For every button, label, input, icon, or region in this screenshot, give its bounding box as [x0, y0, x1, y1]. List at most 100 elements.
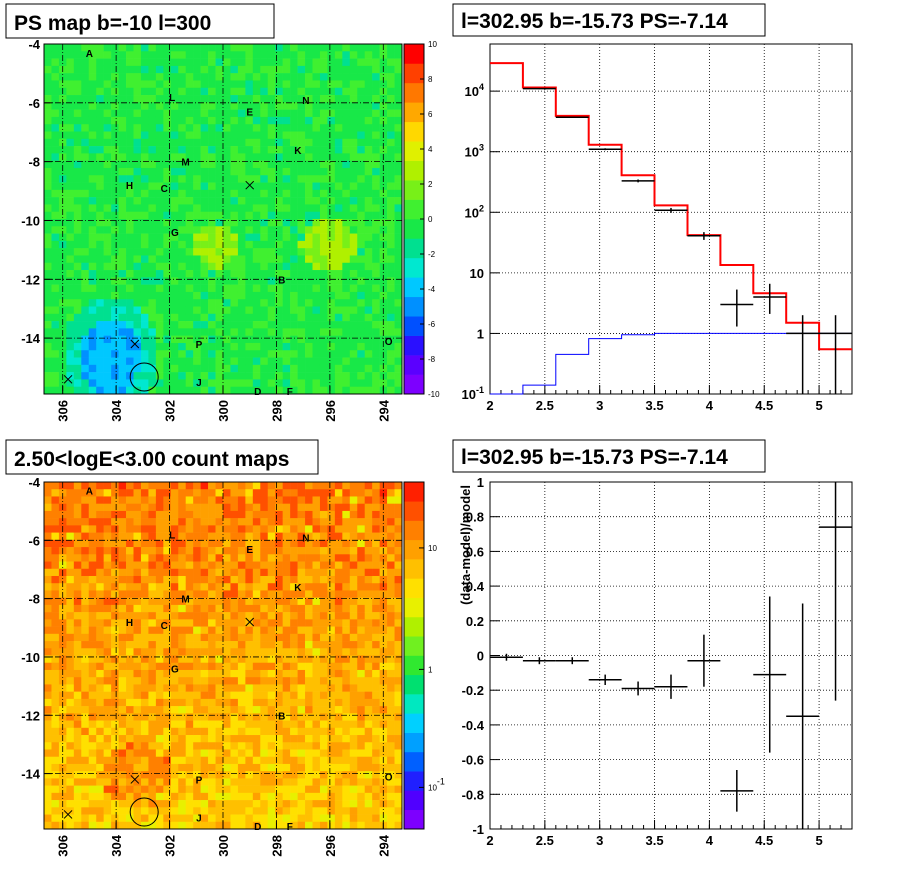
chart-title-box [452, 439, 766, 473]
heatmap-cell [260, 386, 269, 395]
heatmap-cell [133, 807, 142, 815]
heatmap-cell [319, 138, 328, 147]
heatmap-cell [208, 270, 216, 278]
heatmap-cell [163, 138, 172, 147]
heatmap-cell [267, 226, 276, 234]
heatmap-cell [305, 270, 313, 278]
heatmap-cell [394, 116, 403, 125]
heatmap-cell [185, 792, 194, 801]
heatmap-cell [252, 80, 261, 89]
heatmap-cell [372, 321, 380, 329]
heatmap-cell [290, 102, 298, 110]
heatmap-cell [245, 167, 254, 176]
heatmap-cell [334, 763, 343, 772]
heatmap-cell [394, 328, 403, 336]
heatmap-cell [379, 204, 388, 213]
heatmap-cell [178, 713, 187, 721]
heatmap-cell [305, 342, 313, 351]
heatmap-cell [103, 597, 112, 606]
heatmap-cell [275, 756, 283, 765]
heatmap-cell [88, 299, 97, 307]
heatmap-cell [230, 240, 239, 249]
heatmap-cell [140, 814, 149, 823]
heatmap-cell [66, 313, 75, 322]
heatmap-cell [312, 204, 321, 213]
heatmap-cell [81, 749, 90, 758]
heatmap-cell [245, 633, 254, 642]
heatmap-cell [126, 532, 134, 541]
heatmap-cell [185, 277, 194, 285]
heatmap-cell [200, 364, 209, 373]
heatmap-cell [319, 342, 328, 351]
heatmap-cell [327, 518, 336, 526]
heatmap-cell [148, 379, 157, 388]
heatmap-cell [230, 131, 239, 140]
heatmap-cell [88, 219, 97, 227]
heatmap-cell [185, 785, 194, 794]
heatmap-cell [230, 496, 239, 504]
heatmap-cell [305, 785, 313, 794]
heatmap-cell [88, 124, 97, 132]
heatmap-cell [51, 735, 60, 743]
heatmap-cell [357, 116, 366, 125]
heatmap-cell [51, 167, 60, 176]
heatmap-cell [103, 785, 112, 794]
heatmap-cell [364, 350, 373, 358]
heatmap-cell [73, 277, 82, 285]
heatmap-cell [282, 350, 291, 358]
heatmap-cell [394, 95, 403, 103]
heatmap-cell [267, 153, 276, 161]
heatmap-cell [96, 328, 104, 336]
heatmap-cell [111, 284, 119, 293]
heatmap-cell [170, 284, 179, 293]
heatmap-cell [334, 532, 343, 541]
heatmap-cell [155, 655, 164, 664]
heatmap-cell [290, 175, 298, 183]
heatmap-cell [111, 590, 119, 598]
heatmap-cell [58, 138, 67, 147]
heatmap-cell [126, 182, 134, 191]
y-tick-label: -6 [28, 533, 40, 548]
heatmap-cell [305, 814, 313, 823]
heatmap-cell [387, 219, 395, 227]
heatmap-cell [126, 684, 134, 692]
heatmap-cell [275, 255, 283, 264]
heatmap-cell [178, 684, 187, 692]
heatmap-cell [394, 727, 403, 736]
heatmap-cell [208, 612, 216, 620]
heatmap-cell [185, 299, 194, 307]
heatmap-cell [319, 372, 328, 380]
heatmap-cell [267, 691, 276, 700]
heatmap-cell [305, 518, 313, 526]
heatmap-cell [349, 604, 358, 613]
heatmap-cell [111, 792, 119, 801]
heatmap-cell [282, 299, 291, 307]
heatmap-cell [133, 720, 142, 729]
heatmap-cell [81, 189, 90, 198]
heatmap-cell [208, 124, 216, 132]
heatmap-cell [275, 785, 283, 794]
heatmap-cell [327, 597, 336, 606]
heatmap-cell [66, 189, 75, 198]
heatmap-cell [334, 713, 343, 721]
heatmap-cell [193, 299, 201, 307]
heatmap-cell [133, 116, 142, 125]
heatmap-cell [372, 518, 380, 526]
heatmap-cell [319, 633, 328, 642]
heatmap-cell [178, 138, 187, 147]
heatmap-cell [223, 131, 231, 140]
heatmap-cell [349, 306, 358, 315]
heatmap-cell [245, 284, 254, 293]
heatmap-cells [44, 44, 403, 395]
heatmap-cell [372, 153, 380, 161]
heatmap-cell [252, 482, 261, 490]
heatmap-cell [133, 633, 142, 642]
heatmap-cell [193, 785, 201, 794]
y-tick-label: 103 [465, 143, 484, 160]
heatmap-cell [51, 800, 60, 808]
heatmap-cell [178, 386, 187, 395]
heatmap-cell [230, 539, 239, 548]
heatmap-cell [342, 561, 351, 570]
heatmap-cell [215, 597, 224, 606]
heatmap-cell [111, 735, 119, 743]
